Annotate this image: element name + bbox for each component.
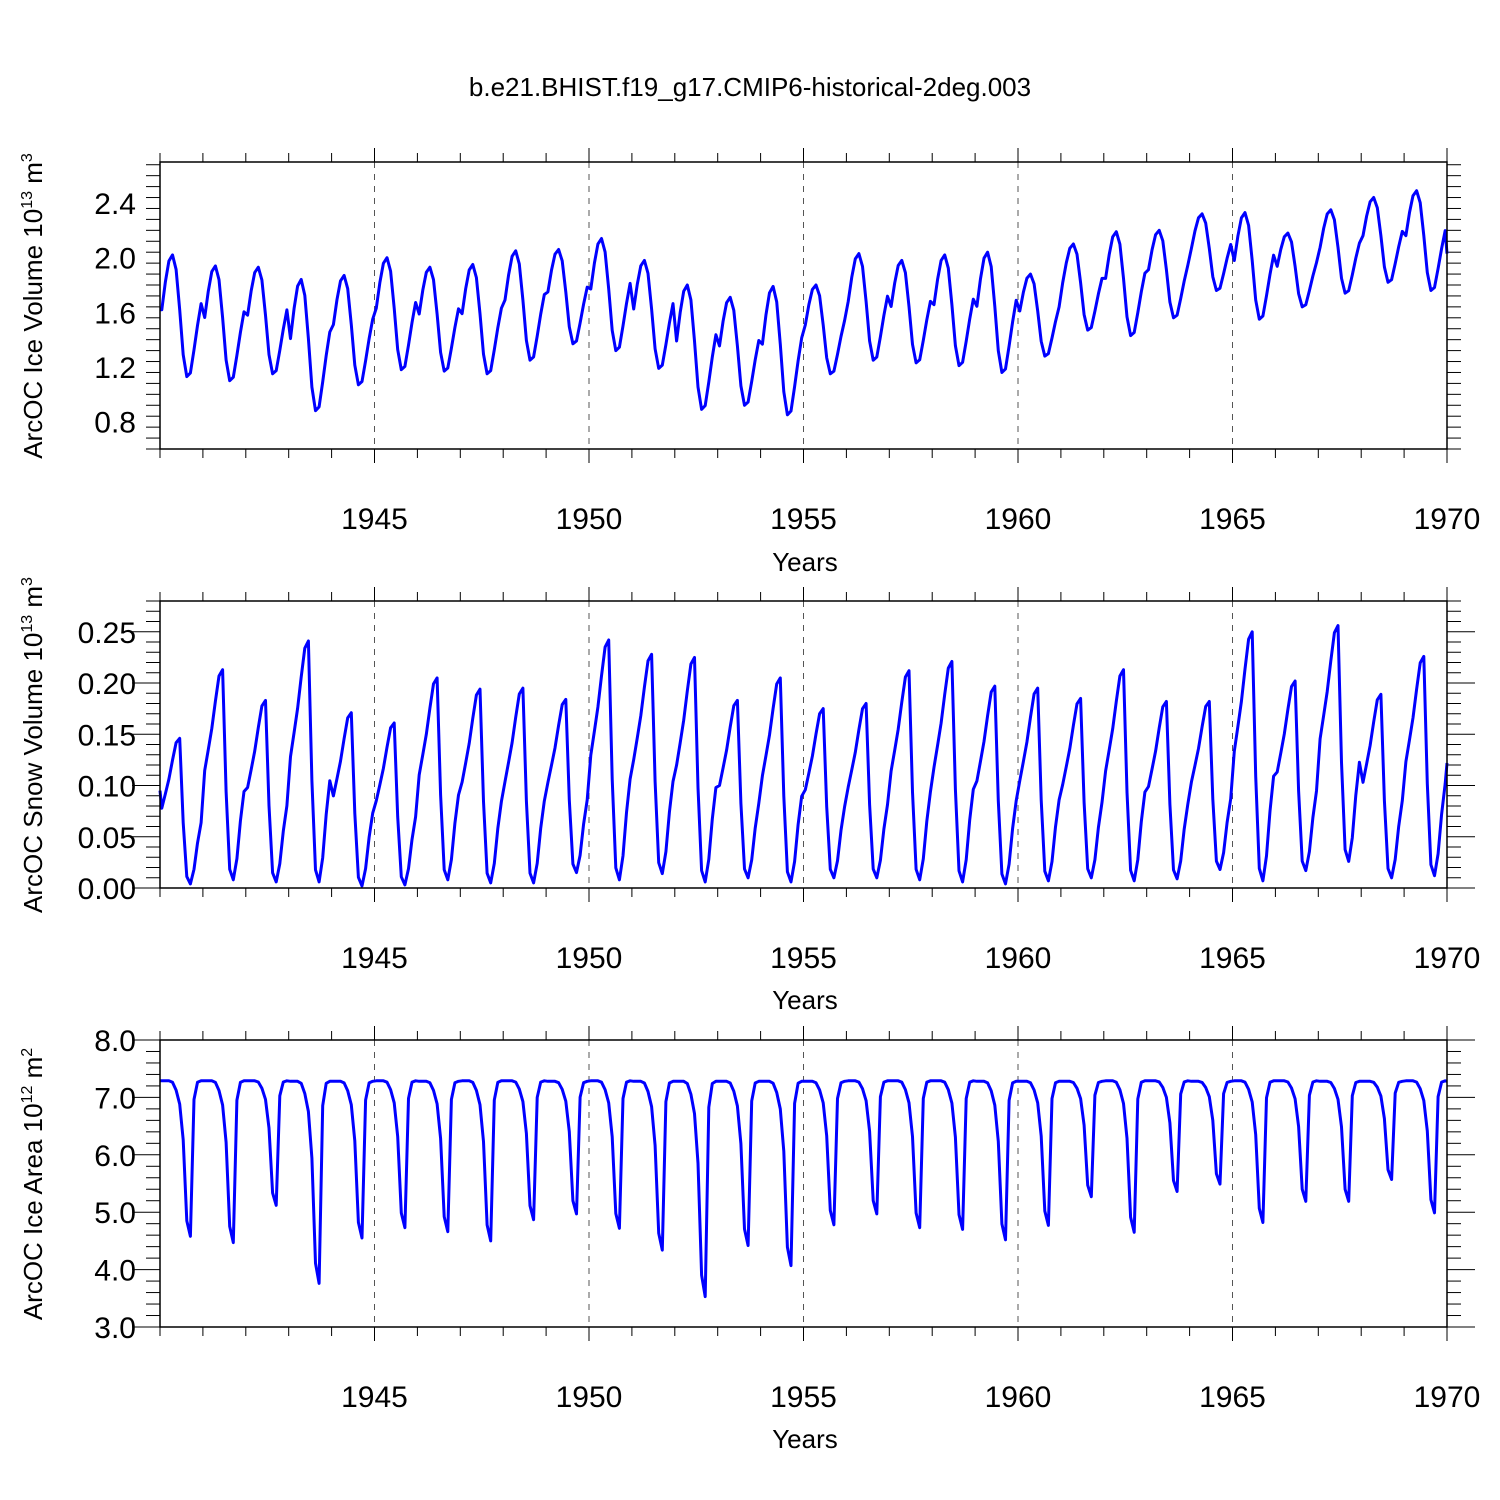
ice-volume-panel: Years ArcOC Ice Volume 1013 m3 1945 1950 1… [18, 148, 1480, 577]
ice-volume-ytick-label-2: 1.6 [94, 297, 136, 330]
ice-area-xtick-label-1: 1950 [556, 1381, 623, 1414]
ice-area-xtick-label-2: 1955 [770, 1381, 837, 1414]
snow-volume-ytick-label-1: 0.05 [78, 822, 136, 855]
ice-volume-xtick-label-5: 1970 [1414, 503, 1481, 536]
ice-area-xtick-label-4: 1965 [1199, 1381, 1266, 1414]
ice-volume-xlabel: Years [772, 547, 838, 577]
figure-title: b.e21.BHIST.f19_g17.CMIP6-historical-2de… [469, 72, 1031, 102]
ice-area-ytick-label-2: 5.0 [94, 1197, 136, 1230]
ice-volume-series-line [160, 189, 1449, 417]
ice-area-panel: Years ArcOC Ice Area 1012 m2 1945 1950 195… [18, 1025, 1480, 1454]
ice-volume-xtick-label-1: 1950 [556, 503, 623, 536]
snow-volume-plot-frame [159, 600, 1448, 889]
ice-volume-ylabel: ArcOC Ice Volume 1013 m3 [18, 153, 48, 459]
snow-volume-xtick-label-2: 1955 [770, 942, 837, 975]
ice-volume-xtick-label-3: 1960 [985, 503, 1052, 536]
ice-area-xtick-label-5: 1970 [1414, 1381, 1481, 1414]
snow-volume-xtick-label-4: 1965 [1199, 942, 1266, 975]
ice-volume-xtick-label-0: 1945 [341, 503, 408, 536]
snow-volume-xtick-label-3: 1960 [985, 942, 1052, 975]
ice-volume-plot-frame [159, 161, 1448, 450]
snow-volume-ytick-label-2: 0.10 [78, 771, 136, 804]
ice-area-xtick-label-3: 1960 [985, 1381, 1052, 1414]
ice-area-ytick-label-0: 3.0 [94, 1312, 136, 1345]
ice-area-plot-frame [159, 1039, 1448, 1328]
ice-volume-xtick-label-4: 1965 [1199, 503, 1266, 536]
ice-volume-ytick-label-0: 0.8 [94, 407, 136, 440]
snow-volume-xtick-label-5: 1970 [1414, 942, 1481, 975]
snow-volume-xtick-label-1: 1950 [556, 942, 623, 975]
snow-volume-ytick-label-4: 0.20 [78, 668, 136, 701]
snow-volume-ytick-label-5: 0.25 [78, 617, 136, 650]
ice-volume-ytick-label-3: 2.0 [94, 243, 136, 276]
snow-volume-xtick-label-0: 1945 [341, 942, 408, 975]
ice-area-xlabel: Years [772, 1424, 838, 1454]
snow-volume-panel: Years ArcOC Snow Volume 1013 m3 1945 1950… [18, 577, 1480, 1015]
snow-volume-ylabel: ArcOC Snow Volume 1013 m3 [18, 577, 48, 913]
ice-area-ytick-label-5: 8.0 [94, 1025, 136, 1058]
ice-area-ytick-label-1: 4.0 [94, 1255, 136, 1288]
ice-area-ytick-label-3: 6.0 [94, 1140, 136, 1173]
snow-volume-series-line [158, 624, 1449, 888]
ice-volume-ytick-label-1: 1.2 [94, 352, 136, 385]
snow-volume-xlabel: Years [772, 985, 838, 1015]
snow-volume-ytick-label-3: 0.15 [78, 719, 136, 752]
snow-volume-ytick-label-0: 0.00 [78, 873, 136, 906]
ice-area-series-line [160, 1079, 1448, 1299]
ice-area-ytick-label-4: 7.0 [94, 1082, 136, 1115]
ice-area-ylabel: ArcOC Ice Area 1012 m2 [18, 1048, 48, 1320]
ice-area-xtick-label-0: 1945 [341, 1381, 408, 1414]
ice-volume-xtick-label-2: 1955 [770, 503, 837, 536]
ice-volume-ytick-label-4: 2.4 [94, 188, 136, 221]
